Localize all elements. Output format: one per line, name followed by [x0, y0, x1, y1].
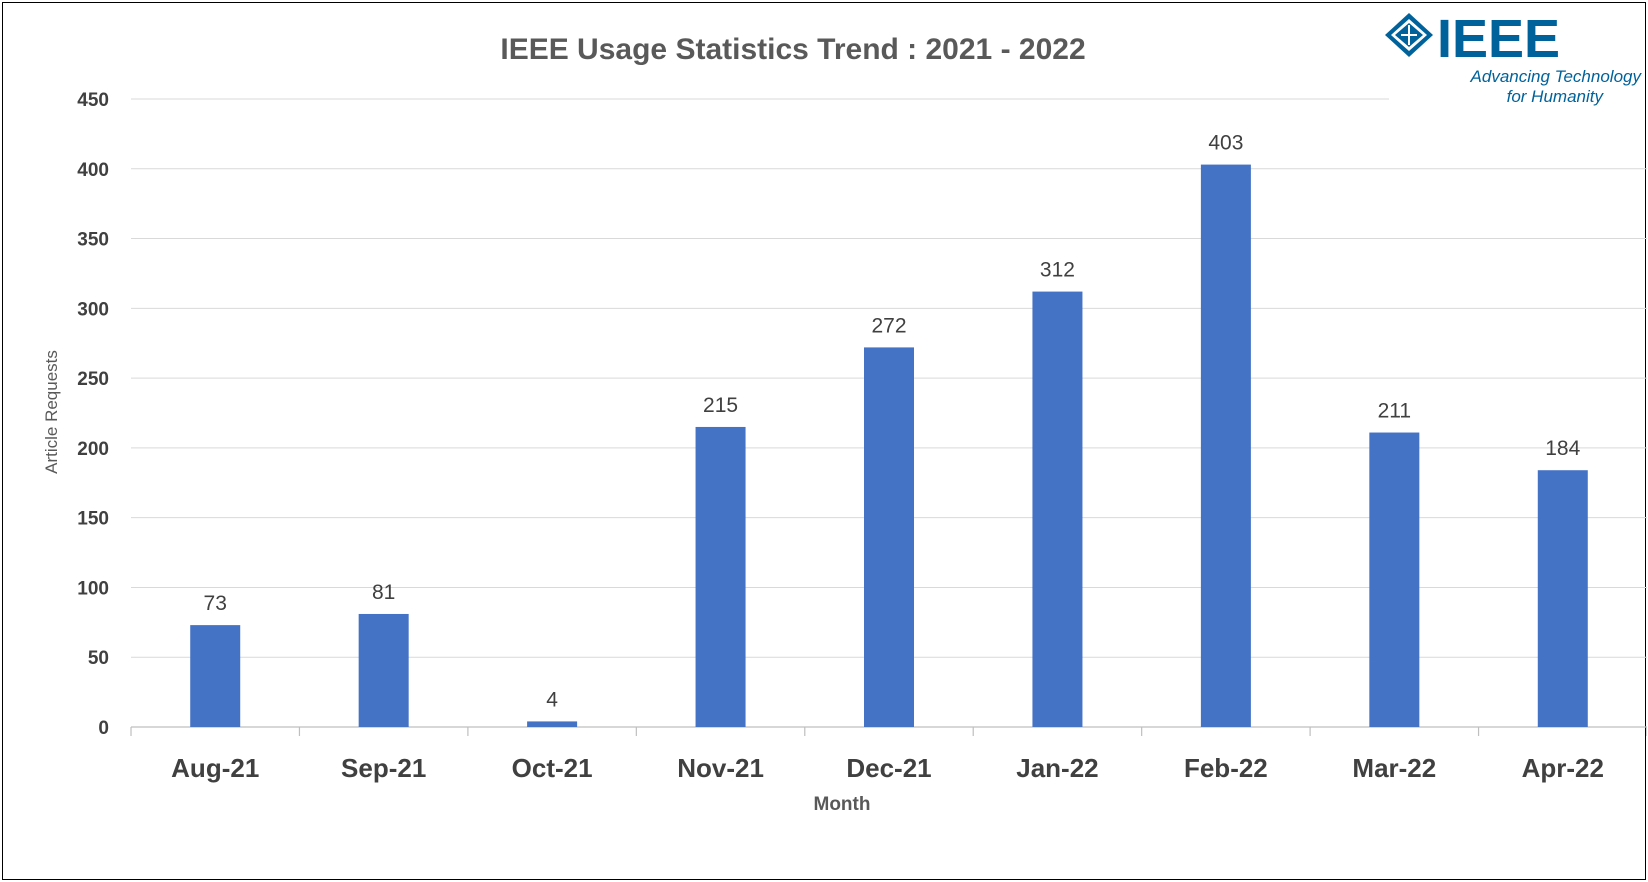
- y-axis-ticks: 0 50 100 150 200 250 300 350 400 450: [77, 90, 109, 739]
- data-label: 403: [1208, 132, 1243, 155]
- bar: [527, 721, 578, 727]
- x-tick-label: Mar-22: [1352, 753, 1436, 783]
- y-axis-title: Article Requests: [42, 350, 61, 474]
- bar: [1200, 164, 1251, 727]
- y-tick-label: 450: [77, 90, 109, 111]
- data-label: 81: [372, 581, 395, 604]
- y-tick-label: 200: [77, 439, 109, 460]
- bar: [1369, 432, 1420, 727]
- data-label: 312: [1040, 259, 1075, 282]
- x-tick-label: Dec-21: [846, 753, 931, 783]
- bar: [695, 426, 746, 727]
- ieee-diamond-icon: [1385, 13, 1433, 57]
- x-tick-label: Jan-22: [1016, 753, 1098, 783]
- data-label: 211: [1378, 400, 1411, 423]
- ieee-logo: IEEE Advancing Technology for Humanity: [1385, 9, 1642, 106]
- bar: [190, 625, 241, 727]
- x-axis-ticks: Aug-21 Sep-21 Oct-21 Nov-21 Dec-21 Jan-22 Feb-…: [171, 753, 1604, 783]
- y-tick-label: 50: [88, 648, 109, 669]
- bar-chart: IEEE Usage Statistics Trend : 2021 - 202…: [42, 9, 1647, 815]
- data-label: 215: [703, 394, 738, 417]
- x-tick-label: Nov-21: [677, 753, 764, 783]
- data-label: 272: [871, 314, 906, 337]
- bar: [358, 613, 409, 727]
- logo-tagline-2: for Humanity: [1507, 87, 1605, 106]
- y-tick-label: 0: [98, 718, 109, 739]
- data-label: 184: [1545, 437, 1580, 460]
- y-tick-label: 100: [77, 578, 109, 599]
- bar: [864, 347, 914, 727]
- logo-tagline-1: Advancing Technology: [1470, 67, 1643, 86]
- y-tick-label: 400: [77, 160, 109, 181]
- x-tick-label: Apr-22: [1522, 753, 1604, 783]
- chart-title: IEEE Usage Statistics Trend : 2021 - 202…: [500, 33, 1085, 66]
- y-tick-label: 350: [77, 230, 109, 251]
- y-tick-label: 150: [77, 509, 109, 530]
- bar: [1537, 470, 1588, 727]
- x-tick-label: Sep-21: [341, 753, 426, 783]
- bars: [190, 164, 1588, 727]
- y-tick-label: 250: [77, 369, 109, 390]
- data-label: 4: [546, 688, 558, 711]
- logo-wordmark: IEEE: [1437, 9, 1560, 69]
- x-axis-title: Month: [814, 794, 871, 815]
- x-tick-label: Aug-21: [171, 753, 259, 783]
- y-tick-label: 300: [77, 299, 109, 320]
- data-label: 73: [204, 592, 227, 615]
- data-labels: 73 81 4 215 272 312 403 211 184: [204, 132, 1581, 712]
- bar: [1032, 291, 1083, 727]
- x-tick-label: Feb-22: [1184, 753, 1268, 783]
- x-tick-label: Oct-21: [512, 753, 593, 783]
